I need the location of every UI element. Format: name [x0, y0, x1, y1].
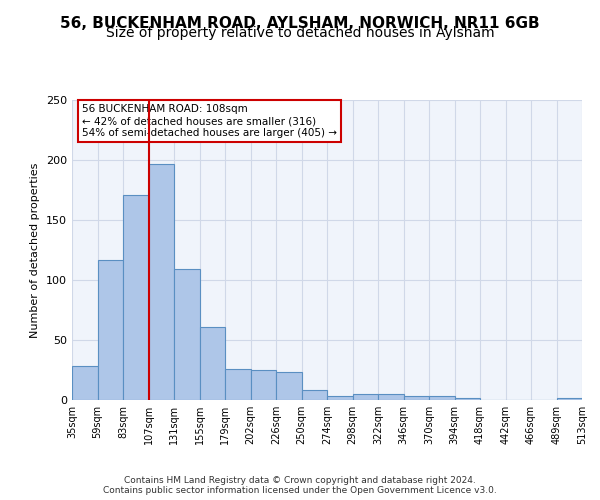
Bar — [276, 372, 302, 400]
Text: 56, BUCKENHAM ROAD, AYLSHAM, NORWICH, NR11 6GB: 56, BUCKENHAM ROAD, AYLSHAM, NORWICH, NR… — [60, 16, 540, 31]
Bar — [123, 195, 149, 400]
Bar — [455, 398, 480, 400]
Bar — [353, 394, 378, 400]
Bar — [174, 269, 199, 400]
Bar — [404, 396, 429, 400]
Bar — [97, 260, 123, 400]
Bar — [429, 396, 455, 400]
Bar — [557, 398, 582, 400]
Bar — [225, 369, 251, 400]
Bar — [327, 396, 353, 400]
Y-axis label: Number of detached properties: Number of detached properties — [31, 162, 40, 338]
Text: 56 BUCKENHAM ROAD: 108sqm
← 42% of detached houses are smaller (316)
54% of semi: 56 BUCKENHAM ROAD: 108sqm ← 42% of detac… — [82, 104, 337, 138]
Text: Contains HM Land Registry data © Crown copyright and database right 2024.
Contai: Contains HM Land Registry data © Crown c… — [103, 476, 497, 495]
Text: Size of property relative to detached houses in Aylsham: Size of property relative to detached ho… — [106, 26, 494, 40]
Bar — [149, 164, 174, 400]
Bar — [378, 394, 404, 400]
Bar — [72, 366, 97, 400]
Bar — [199, 327, 225, 400]
Bar — [302, 390, 327, 400]
Bar — [251, 370, 276, 400]
